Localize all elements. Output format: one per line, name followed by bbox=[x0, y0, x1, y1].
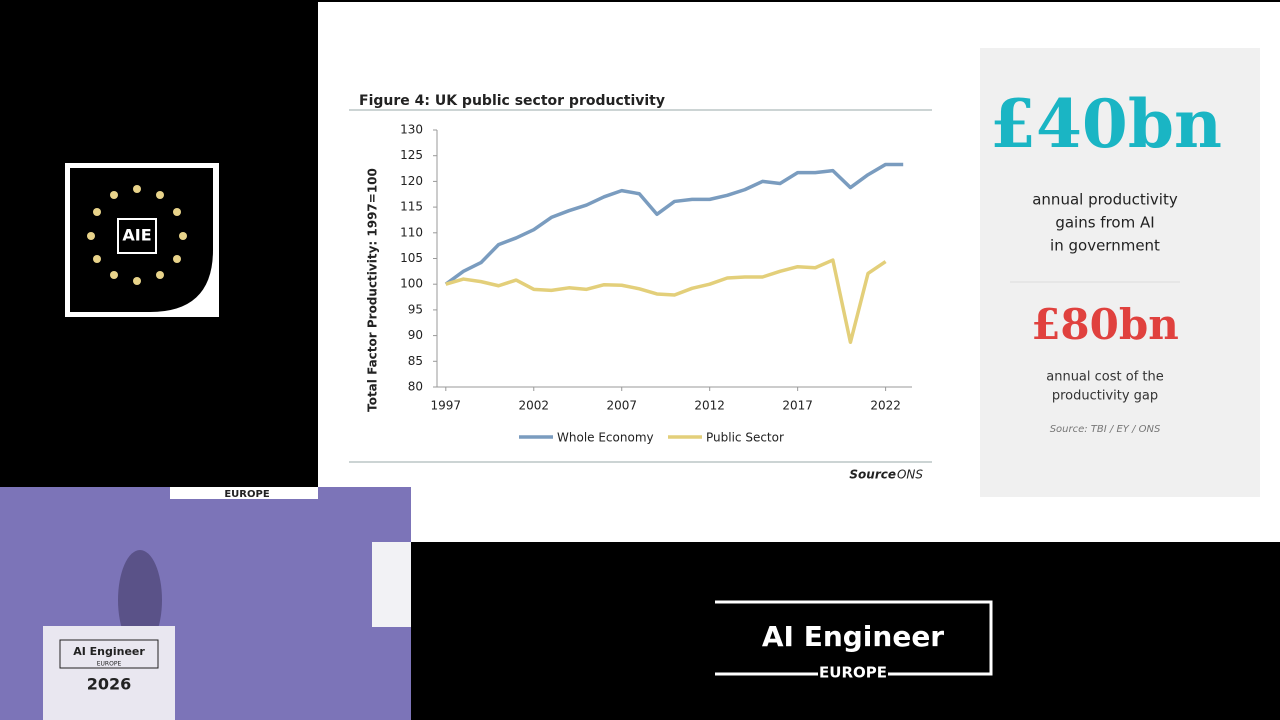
badge-box bbox=[117, 218, 157, 254]
panel-source: Source: TBI / EY / ONS bbox=[1050, 424, 1161, 435]
podium-year: 2026 bbox=[87, 675, 132, 694]
y-tick-label: 85 bbox=[408, 354, 423, 368]
badge-text: AIE bbox=[122, 226, 151, 245]
badge-shape bbox=[70, 168, 213, 312]
y-tick-label: 90 bbox=[408, 328, 423, 342]
stat-text: gains from AI bbox=[1055, 214, 1154, 232]
source-label: Source bbox=[849, 468, 896, 482]
y-tick-label: 95 bbox=[408, 302, 423, 316]
y-tick-label: 115 bbox=[400, 200, 423, 214]
stage-banner bbox=[170, 487, 318, 499]
stat-value: £40bn bbox=[990, 85, 1222, 163]
x-tick-label: 2022 bbox=[870, 399, 901, 413]
podium-text: AI Engineer bbox=[73, 645, 145, 658]
y-tick-label: 100 bbox=[400, 277, 423, 291]
stat-text: productivity gap bbox=[1052, 389, 1158, 404]
legend-label: Public Sector bbox=[706, 431, 784, 445]
podium bbox=[43, 626, 175, 720]
speaker bbox=[118, 550, 162, 650]
x-tick-label: 2002 bbox=[518, 399, 549, 413]
logo-name: AI Engineer bbox=[762, 620, 944, 653]
series-line bbox=[445, 258, 887, 345]
y-axis-label: Total Factor Productivity: 1997=100 bbox=[366, 168, 380, 412]
stat-text: annual productivity bbox=[1032, 191, 1178, 209]
podium-frame bbox=[59, 639, 159, 669]
x-tick-label: 1997 bbox=[431, 399, 462, 413]
badge-stars bbox=[87, 185, 187, 285]
y-tick-label: 110 bbox=[400, 225, 423, 239]
x-tick-label: 2007 bbox=[606, 399, 637, 413]
x-tick-label: 2012 bbox=[694, 399, 725, 413]
y-tick-label: 80 bbox=[408, 380, 423, 394]
stage-screen bbox=[372, 542, 411, 627]
y-tick-label: 130 bbox=[400, 123, 423, 137]
stat-text: annual cost of the bbox=[1046, 370, 1164, 385]
y-tick-label: 120 bbox=[400, 174, 423, 188]
chart-title: Figure 4: UK public sector productivity bbox=[359, 93, 665, 109]
banner-text: EUROPE bbox=[224, 489, 269, 500]
podium-sub: EUROPE bbox=[97, 661, 122, 668]
series-line bbox=[444, 162, 904, 286]
stat-text: in government bbox=[1050, 237, 1160, 255]
stats-panel bbox=[980, 48, 1260, 497]
logo-region: EUROPE bbox=[819, 664, 887, 682]
source: ONS bbox=[897, 468, 923, 482]
y-tick-label: 125 bbox=[400, 148, 423, 162]
stat-value: £80bn bbox=[1031, 300, 1179, 349]
y-tick-label: 105 bbox=[400, 251, 423, 265]
logo-frame bbox=[715, 600, 993, 676]
legend-label: Whole Economy bbox=[557, 431, 654, 445]
x-tick-label: 2017 bbox=[782, 399, 813, 413]
